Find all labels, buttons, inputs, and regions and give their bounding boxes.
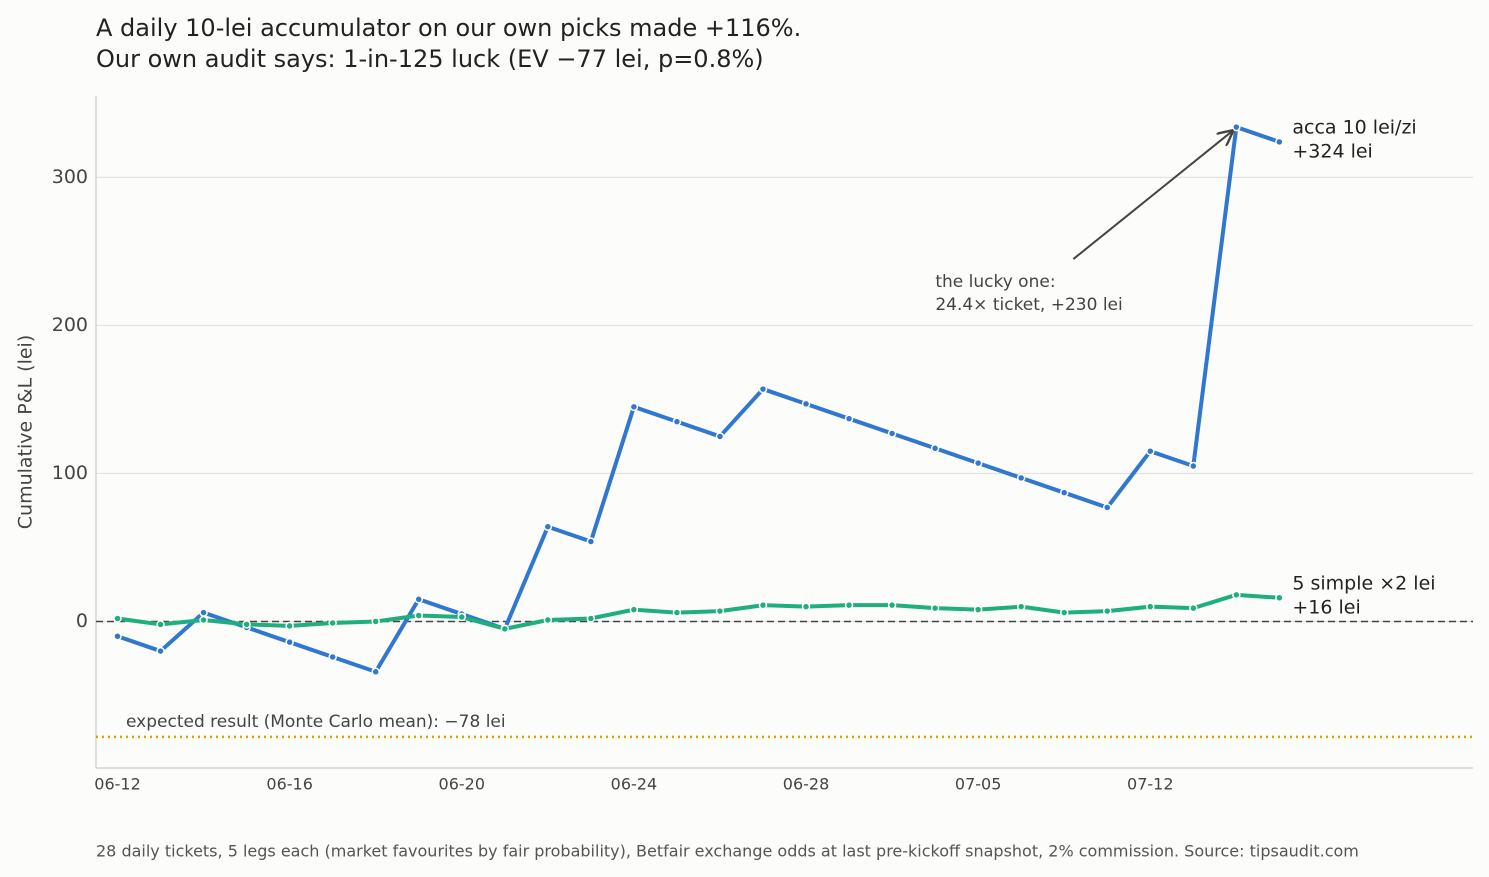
annotation-arrow bbox=[1072, 131, 1232, 260]
point bbox=[758, 600, 768, 610]
annotation: the lucky one: bbox=[935, 272, 1055, 292]
point bbox=[1189, 603, 1198, 613]
y-tick-label: 200 bbox=[52, 314, 88, 336]
point bbox=[1102, 606, 1112, 616]
point bbox=[586, 614, 596, 623]
y-axis-label: Cumulative P&L (lei) bbox=[15, 335, 37, 529]
point bbox=[1102, 503, 1112, 512]
point bbox=[156, 620, 165, 629]
point bbox=[1232, 590, 1241, 600]
series-line bbox=[117, 592, 1280, 631]
point bbox=[1275, 593, 1284, 603]
point bbox=[199, 608, 208, 617]
point bbox=[1232, 122, 1241, 132]
point bbox=[801, 399, 811, 409]
point bbox=[844, 414, 854, 423]
x-tick-label: 06-20 bbox=[439, 775, 486, 794]
x-tick-label: 07-12 bbox=[1127, 775, 1174, 794]
series-name: acca 10 lei/zi bbox=[1292, 116, 1416, 138]
point bbox=[758, 384, 768, 394]
point bbox=[500, 624, 510, 634]
end-label: +324 lei bbox=[1292, 140, 1372, 162]
point bbox=[242, 620, 251, 629]
point bbox=[887, 429, 897, 438]
point bbox=[1189, 461, 1198, 471]
series-name: 5 simple ×2 lei bbox=[1292, 572, 1435, 594]
point bbox=[629, 402, 639, 412]
x-tick-label: 07-05 bbox=[955, 775, 1002, 794]
point bbox=[586, 537, 596, 546]
point bbox=[371, 617, 380, 626]
y-tick-label: 100 bbox=[52, 462, 88, 484]
end-label: +16 lei bbox=[1292, 596, 1360, 618]
point bbox=[715, 606, 725, 616]
point bbox=[629, 605, 639, 614]
point bbox=[715, 432, 725, 441]
point bbox=[1016, 602, 1026, 611]
point bbox=[973, 605, 983, 614]
x-tick-label: 06-28 bbox=[783, 775, 830, 794]
point bbox=[1059, 608, 1069, 617]
x-tick-label: 06-16 bbox=[266, 775, 313, 794]
point bbox=[930, 603, 940, 613]
y-tick-label: 300 bbox=[52, 166, 88, 188]
y-tick-label: 0 bbox=[76, 610, 88, 632]
point bbox=[285, 637, 294, 647]
point bbox=[156, 646, 165, 656]
point bbox=[113, 614, 122, 623]
point bbox=[887, 600, 897, 610]
chart-title: A daily 10-lei accumulator on our own pi… bbox=[96, 14, 801, 42]
point bbox=[1275, 137, 1284, 147]
point bbox=[414, 611, 423, 620]
point bbox=[543, 615, 553, 625]
point bbox=[801, 602, 811, 611]
annotation: 24.4× ticket, +230 lei bbox=[935, 295, 1122, 315]
point bbox=[672, 608, 682, 617]
point bbox=[371, 667, 380, 677]
series-line bbox=[116, 125, 1281, 674]
point bbox=[672, 417, 682, 426]
point bbox=[328, 618, 337, 628]
point bbox=[199, 615, 208, 625]
point bbox=[113, 632, 122, 641]
point bbox=[844, 600, 854, 610]
x-tick-label: 06-24 bbox=[611, 775, 658, 794]
point bbox=[930, 444, 940, 453]
point bbox=[973, 458, 983, 468]
point bbox=[285, 621, 294, 631]
x-tick-label: 06-12 bbox=[94, 775, 141, 794]
point bbox=[1146, 602, 1155, 611]
point bbox=[1146, 446, 1155, 456]
point bbox=[543, 522, 553, 531]
point bbox=[1016, 473, 1026, 483]
point bbox=[328, 652, 337, 662]
chart-subtitle: Our own audit says: 1-in-125 luck (EV −7… bbox=[96, 45, 764, 73]
point bbox=[457, 612, 467, 622]
point bbox=[414, 595, 423, 604]
point bbox=[1059, 488, 1069, 497]
footnote: 28 daily tickets, 5 legs each (market fa… bbox=[96, 842, 1359, 861]
reference-label: expected result (Monte Carlo mean): −78 … bbox=[126, 712, 506, 732]
